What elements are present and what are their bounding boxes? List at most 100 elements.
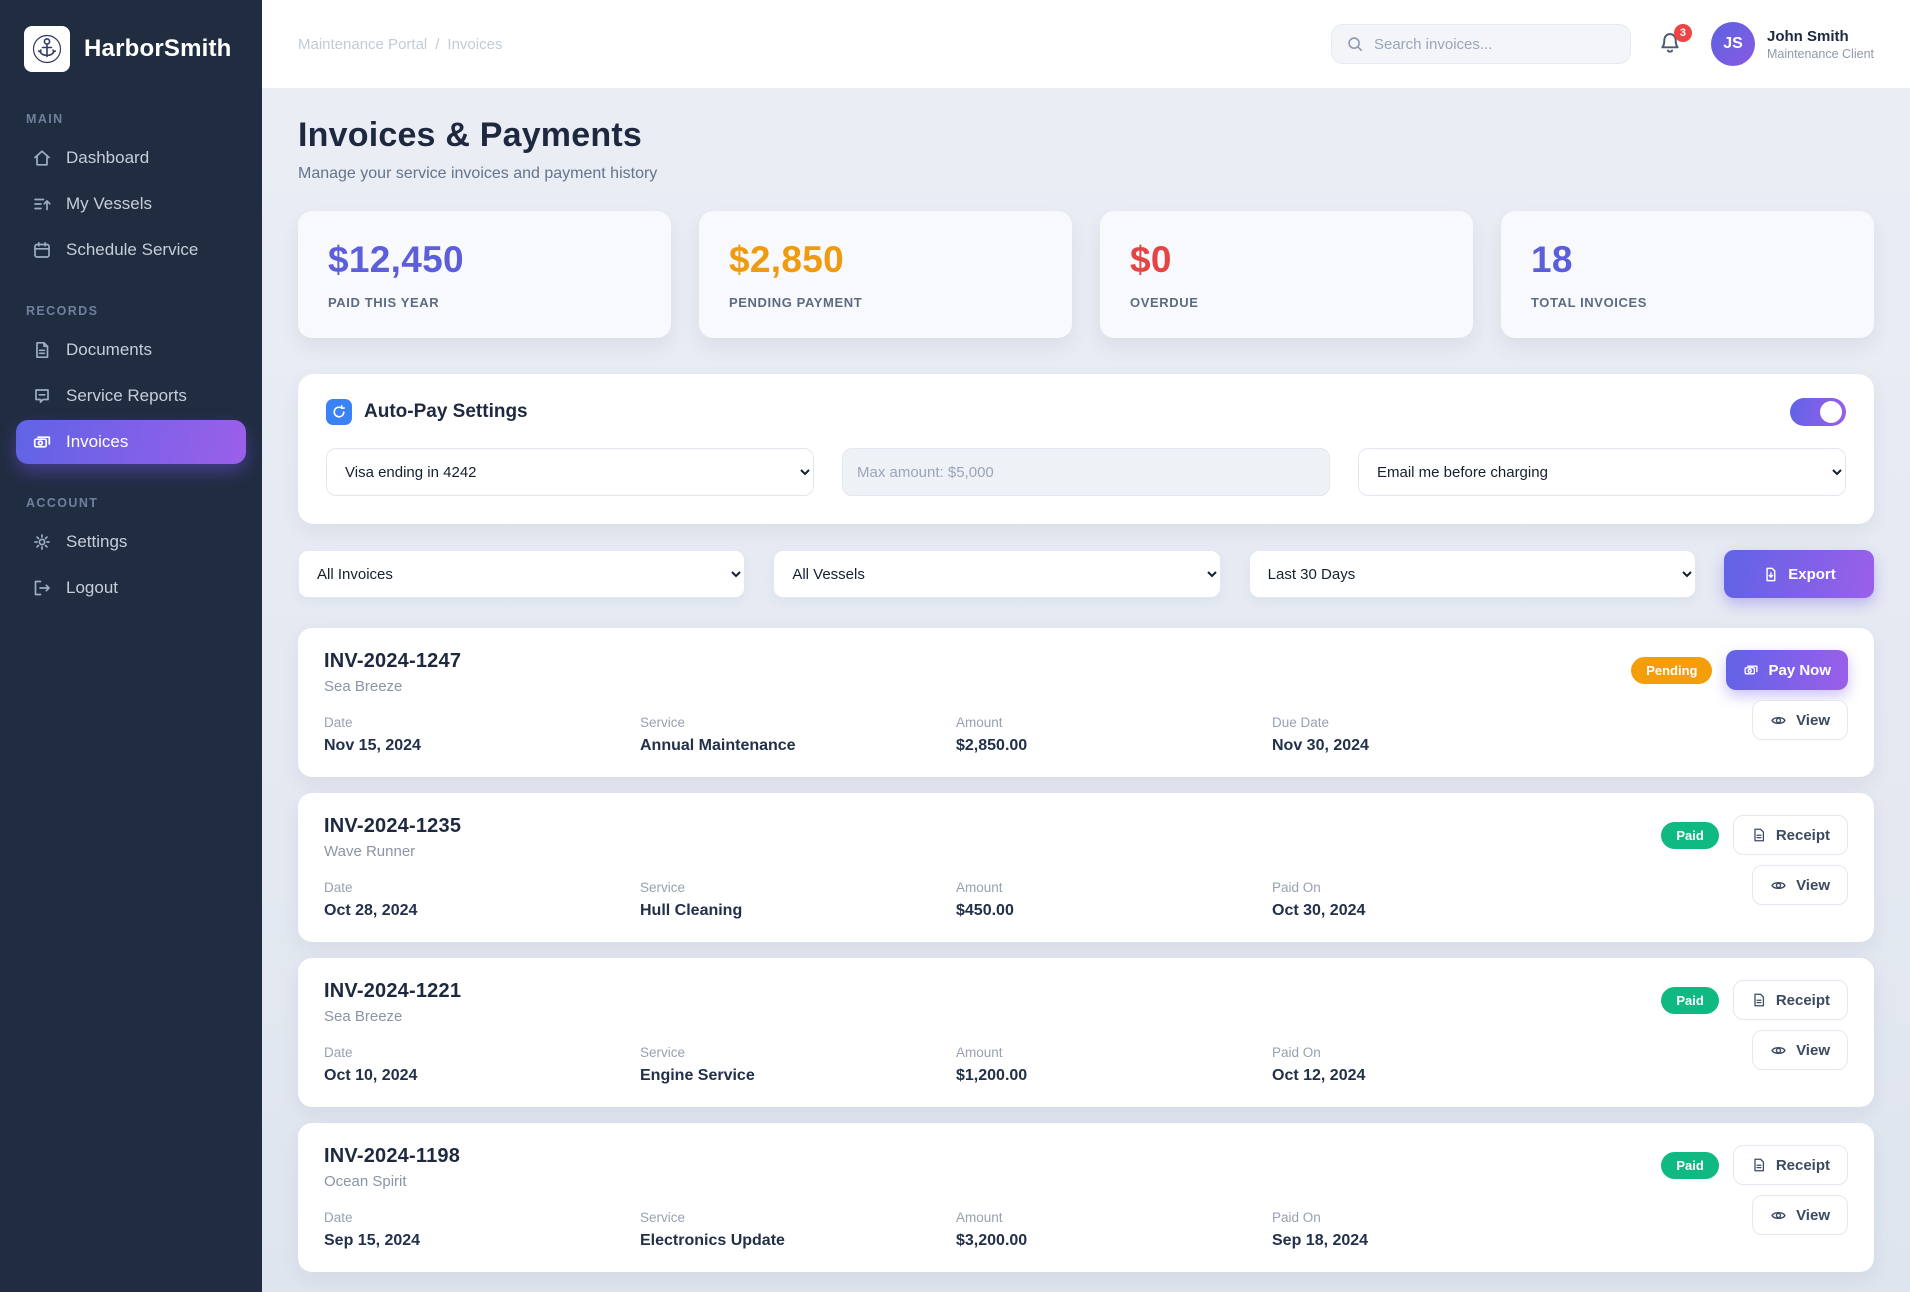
- invoice-field-date: Date Oct 28, 2024: [324, 880, 418, 919]
- sidebar-item-schedule-service[interactable]: Schedule Service: [16, 228, 246, 272]
- invoice-card: INV-2024-1198 Ocean Spirit Date Sep 15, 2…: [298, 1123, 1874, 1272]
- date-range-filter[interactable]: Last 30 Days: [1248, 550, 1696, 598]
- page-subtitle: Manage your service invoices and payment…: [298, 165, 658, 182]
- page-title: Invoices & Payments: [298, 116, 642, 154]
- stat-value: $12,450: [328, 239, 464, 280]
- invoice-vessel: Sea Breeze: [324, 678, 403, 695]
- refresh-icon: [326, 399, 352, 425]
- main-area: Maintenance Portal / Invoices 3 JS: [262, 0, 1910, 1292]
- invoice-field-paid-on: Paid On Oct 12, 2024: [1272, 1045, 1366, 1084]
- receipt-button[interactable]: Receipt: [1732, 980, 1848, 1020]
- invoice-field-service: Service Hull Cleaning: [640, 880, 743, 919]
- view-button[interactable]: View: [1752, 1195, 1848, 1235]
- notify-option-select[interactable]: Email me before charging: [1358, 448, 1846, 496]
- user-meta: John Smith Maintenance Client: [1767, 28, 1874, 61]
- sidebar-item-my-vessels[interactable]: My Vessels: [16, 182, 246, 226]
- autopay-settings-panel: Auto-Pay Settings Visa ending in 4242 Em…: [298, 374, 1874, 524]
- receipt-icon: [1751, 1157, 1767, 1173]
- view-label: View: [1796, 711, 1830, 729]
- topbar: Maintenance Portal / Invoices 3 JS: [262, 0, 1910, 88]
- view-label: View: [1796, 1041, 1830, 1059]
- invoice-field-date: Date Oct 10, 2024: [324, 1045, 418, 1084]
- filters-row: All Invoices All Vessels Last 30 Days Ex…: [298, 550, 1874, 598]
- eye-icon: [1770, 877, 1787, 894]
- stat-label: PAID THIS YEAR: [328, 295, 440, 310]
- invoice-field-due-date: Due Date Nov 30, 2024: [1272, 715, 1369, 754]
- sidebar-item-settings[interactable]: Settings: [16, 520, 246, 564]
- breadcrumb-current: Invoices: [447, 35, 503, 53]
- sidebar-item-label: Dashboard: [66, 148, 150, 167]
- invoice-type-filter[interactable]: All Invoices: [298, 550, 746, 598]
- invoice-vessel: Ocean Spirit: [324, 1173, 407, 1190]
- invoice-card: INV-2024-1221 Sea Breeze Date Oct 10, 202…: [298, 958, 1874, 1107]
- sidebar-item-dashboard[interactable]: Dashboard: [16, 136, 246, 180]
- list-arrow-icon: [32, 194, 52, 214]
- receipt-button[interactable]: Receipt: [1732, 815, 1848, 855]
- stats-row: $12,450 PAID THIS YEAR $2,850 PENDING PA…: [298, 211, 1874, 338]
- invoice-field-service: Service Electronics Update: [640, 1210, 785, 1249]
- invoice-field-date: Date Nov 15, 2024: [324, 715, 421, 754]
- stat-card-paid-this-year: $12,450 PAID THIS YEAR: [298, 211, 671, 338]
- view-button[interactable]: View: [1752, 700, 1848, 740]
- notifications-button[interactable]: 3: [1657, 24, 1692, 58]
- view-label: View: [1796, 876, 1830, 894]
- stat-label: PENDING PAYMENT: [729, 295, 863, 310]
- breadcrumb-root[interactable]: Maintenance Portal: [298, 35, 428, 53]
- view-button[interactable]: View: [1752, 1030, 1848, 1070]
- invoice-id: INV-2024-1198: [324, 1145, 461, 1167]
- receipt-label: Receipt: [1775, 991, 1830, 1009]
- invoice-field-amount: Amount $450.00: [956, 880, 1014, 919]
- gear-icon: [32, 532, 52, 552]
- pay-now-button[interactable]: Pay Now: [1726, 650, 1848, 690]
- receipt-label: Receipt: [1775, 1156, 1830, 1174]
- invoice-id: INV-2024-1221: [324, 980, 462, 1002]
- sidebar-item-service-reports[interactable]: Service Reports: [16, 374, 246, 418]
- invoice-field-service: Service Annual Maintenance: [640, 715, 796, 754]
- brand: HarborSmith: [16, 22, 246, 82]
- sidebar-item-documents[interactable]: Documents: [16, 328, 246, 372]
- invoice-id: INV-2024-1247: [324, 650, 462, 672]
- stat-value: 18: [1531, 239, 1573, 280]
- nav-section-records: RECORDS: [26, 304, 99, 318]
- export-icon: [1762, 566, 1779, 583]
- receipt-button[interactable]: Receipt: [1732, 1145, 1848, 1185]
- status-badge: Paid: [1661, 821, 1719, 849]
- export-label: Export: [1788, 565, 1836, 583]
- status-badge: Pending: [1631, 656, 1713, 684]
- document-icon: [32, 340, 52, 360]
- stat-value: $2,850: [729, 239, 844, 280]
- pay-now-label: Pay Now: [1768, 661, 1831, 679]
- sidebar-item-label: Documents: [66, 340, 152, 359]
- autopay-toggle[interactable]: [1790, 398, 1846, 426]
- view-label: View: [1796, 1206, 1830, 1224]
- invoice-vessel: Wave Runner: [324, 843, 416, 860]
- invoice-field-date: Date Sep 15, 2024: [324, 1210, 421, 1249]
- search-input[interactable]: [1373, 35, 1616, 53]
- export-button[interactable]: Export: [1724, 550, 1874, 598]
- sidebar-item-label: Service Reports: [66, 386, 187, 405]
- receipt-icon: [1751, 992, 1767, 1008]
- invoice-card: INV-2024-1235 Wave Runner Date Oct 28, 20…: [298, 793, 1874, 942]
- topbar-right: 3 JS John Smith Maintenance Client: [1330, 22, 1874, 66]
- max-amount-input[interactable]: [842, 448, 1330, 496]
- user-menu[interactable]: JS John Smith Maintenance Client: [1710, 22, 1874, 66]
- brand-name: HarborSmith: [84, 35, 232, 62]
- vessel-filter[interactable]: All Vessels: [773, 550, 1221, 598]
- calendar-icon: [32, 240, 52, 260]
- invoice-id: INV-2024-1235: [324, 815, 462, 837]
- receipt-icon: [1751, 827, 1767, 843]
- home-icon: [32, 148, 52, 168]
- nav-section-main: MAIN: [26, 112, 64, 126]
- logout-icon: [32, 578, 52, 598]
- banknote-icon: [32, 432, 52, 452]
- stat-card-overdue: $0 OVERDUE: [1100, 211, 1473, 338]
- sidebar-item-invoices[interactable]: Invoices: [16, 420, 246, 464]
- payment-method-select[interactable]: Visa ending in 4242: [326, 448, 814, 496]
- view-button[interactable]: View: [1752, 865, 1848, 905]
- sidebar: HarborSmith MAIN Dashboard My Vessels Sc…: [0, 0, 262, 1292]
- sidebar-item-logout[interactable]: Logout: [16, 566, 246, 610]
- invoice-vessel: Sea Breeze: [324, 1008, 403, 1025]
- stat-card-total-invoices: 18 TOTAL INVOICES: [1501, 211, 1874, 338]
- invoice-list: INV-2024-1247 Sea Breeze Date Nov 15, 202…: [298, 628, 1874, 1272]
